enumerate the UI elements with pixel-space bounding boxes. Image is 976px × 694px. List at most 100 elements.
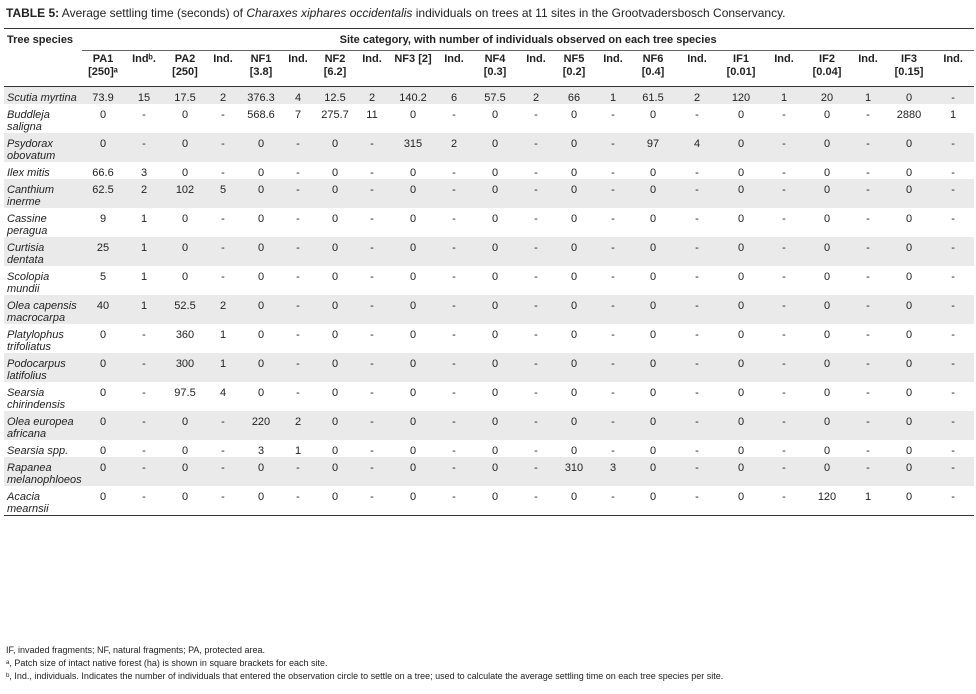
value-cell: -	[534, 271, 538, 283]
value-cell: 25	[82, 237, 124, 266]
value-cell: 0	[164, 411, 206, 440]
value-cell: -	[206, 486, 240, 516]
value-cell: 0	[737, 271, 745, 283]
value-cell: -	[866, 329, 870, 341]
value-cell: -	[850, 295, 886, 324]
value-cell: 0	[181, 109, 189, 121]
value-cell: 61.5	[630, 86, 676, 104]
column-header-label: Ind.	[687, 53, 707, 65]
value-cell: 0	[552, 179, 596, 208]
table-row: Searsia spp. 0 - 0 - 3 1 0 - 0 - 0 - 0 - 0 - 0 - 0 - 0 -	[4, 440, 974, 457]
column-header: IF1 [0.01]	[718, 50, 764, 87]
value-cell: 300	[164, 353, 206, 382]
value-cell: 0	[314, 179, 356, 208]
value-cell: -	[866, 109, 870, 121]
value-cell: 0	[718, 353, 764, 382]
column-header: Ind.	[356, 50, 388, 87]
value-cell: 0	[470, 295, 520, 324]
value-cell: 0	[409, 109, 417, 121]
value-cell: 0	[470, 133, 520, 162]
value-cell: 0	[804, 353, 850, 382]
species-cell: Olea europea africana	[4, 411, 82, 440]
value-cell: 0	[630, 457, 676, 486]
value-cell: 0	[181, 271, 189, 283]
value-cell: 0	[491, 445, 499, 457]
value-cell: -	[356, 295, 388, 324]
column-header-patch-size: [0.2]	[562, 66, 586, 78]
value-cell: 0	[552, 237, 596, 266]
table-row: Buddleja saligna 0 - 0 - 568.6 7 275.7 11 0 - 0 - 0 - 0…	[4, 104, 974, 133]
value-cell: -	[206, 411, 240, 440]
value-cell: 0	[905, 213, 913, 225]
value-cell: 5	[99, 271, 107, 283]
value-cell: -	[438, 457, 470, 486]
value-cell: 0	[388, 353, 438, 382]
value-cell: 0	[409, 387, 417, 399]
value-cell: -	[520, 295, 552, 324]
value-cell: -	[124, 457, 164, 486]
value-cell: -	[611, 445, 615, 457]
species-cell: Scutia myrtina	[4, 86, 82, 104]
value-cell: -	[520, 237, 552, 266]
value-cell: -	[356, 179, 388, 208]
value-cell: 0	[331, 213, 339, 225]
column-header-patch-size: [0.15]	[894, 66, 924, 78]
value-cell: -	[866, 167, 870, 179]
column-header: Ind.	[764, 50, 804, 87]
column-header-label: NF3 [2]	[394, 53, 432, 65]
value-cell: 0	[804, 295, 850, 324]
table-row: Canthium inerme 62.5 2 102 5 0-0-0-0-0-0-0-0-…	[4, 179, 975, 208]
value-cell: 0	[470, 457, 520, 486]
value-cell: 0	[99, 329, 107, 341]
value-cell: 0	[737, 387, 745, 399]
value-cell: -	[452, 271, 456, 283]
value-cell: 1	[950, 109, 957, 121]
value-cell: 360	[175, 329, 195, 341]
value-cell: -	[534, 167, 538, 179]
value-cell: 0	[630, 295, 676, 324]
value-cell: -	[850, 237, 886, 266]
value-cell: 2	[124, 179, 164, 208]
value-cell: -	[370, 271, 374, 283]
value-cell: -	[452, 109, 456, 121]
value-cell: 0	[491, 109, 499, 121]
value-cell: -	[596, 179, 630, 208]
table-row: Olea capensis macrocarpa 40 1 52.5 2 0-0-0-0-…	[4, 295, 975, 324]
value-cell: 0	[552, 133, 596, 162]
value-cell: 66.6	[92, 167, 114, 179]
value-cell: 7	[294, 109, 302, 121]
value-cell: 0	[314, 295, 356, 324]
value-cell: -	[850, 411, 886, 440]
value-cell: 0	[804, 411, 850, 440]
value-cell: -	[611, 329, 615, 341]
table-row: Rapanea melanophloeos 0-0-0-0-0-0-310 3 0-0…	[4, 457, 975, 486]
value-cell: -	[452, 445, 456, 457]
table-row: Cassine peragua 9 1 0 - 0 - 0 - 0 - 0 - 0 - 0 - 0 - 0 - 0 -	[4, 208, 974, 237]
value-cell: 12.5	[314, 86, 356, 104]
column-header: NF1 [3.8]	[240, 50, 282, 87]
value-cell: 0	[314, 457, 356, 486]
value-cell: 0	[240, 353, 282, 382]
value-cell: 0	[409, 167, 417, 179]
value-cell: -	[206, 457, 240, 486]
value-cell: 1	[206, 353, 240, 382]
column-header-label: NF2	[324, 53, 346, 65]
value-cell: 0	[257, 167, 265, 179]
value-cell: 0	[82, 133, 124, 162]
value-cell: 0	[823, 213, 831, 225]
value-cell: -	[764, 486, 804, 516]
column-header-label: Ind.	[444, 53, 464, 65]
value-cell: -	[695, 271, 699, 283]
value-cell: 0	[630, 237, 676, 266]
value-cell: 0	[491, 167, 499, 179]
value-cell: -	[782, 109, 786, 121]
value-cell: 0	[491, 213, 499, 225]
value-cell: -	[520, 486, 552, 516]
species-cell: Buddleja saligna	[7, 109, 50, 133]
table-row: Searsia chirindensis 0 - 97.5 4 0 - 0 - 0 - 0 - 0 - 0 - 0…	[4, 382, 974, 411]
value-cell: -	[850, 133, 886, 162]
value-cell: -	[370, 445, 374, 457]
table-row: Curtisia dentata 25 1 0-0-0-0-0-0-0-0-0-0-	[4, 237, 975, 266]
value-cell: 0	[491, 329, 499, 341]
value-cell: 0	[737, 109, 745, 121]
